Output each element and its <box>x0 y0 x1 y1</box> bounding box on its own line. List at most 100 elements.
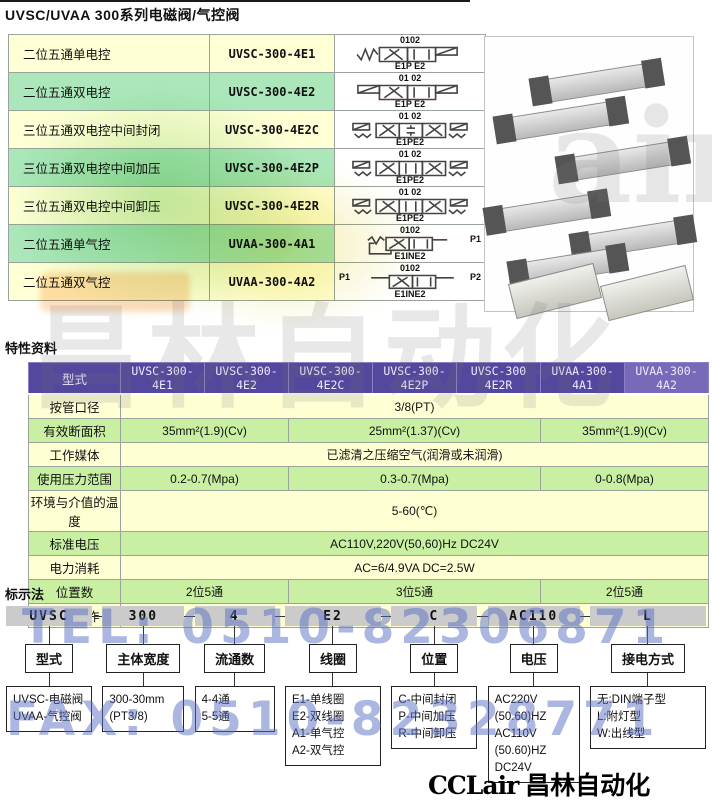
spec-row-label: 电力消耗 <box>28 555 121 580</box>
table-row: 二位五通单电控 UVSC-300-4E1 0102 E1P E2 <box>8 34 486 73</box>
spec-value: 0.3-0.7(Mpa) <box>288 466 541 491</box>
code-column-voltage: AC110 电压 AC220V (50.60)HZ AC110V (50.60)… <box>487 606 580 783</box>
spec-row: 标准电压 AC110V,220V(50,60)Hz DC24V <box>28 531 709 556</box>
spec-row-label: 按管口径 <box>28 393 121 419</box>
valve-type-label: 二位五通单电控 <box>23 48 111 62</box>
code-label: 电压 <box>509 644 558 673</box>
model-code-diagram: UVSC 型式 UVSC-电磁阀 UVAA-气控阀 300 主体宽度 300-3… <box>6 606 706 783</box>
spec-row: 使用压力范围 0.2-0.7(Mpa) 0.3-0.7(Mpa) 0-0.8(M… <box>28 466 709 491</box>
valve-photo <box>599 264 695 322</box>
code-label: 接电方式 <box>610 644 685 673</box>
symbol-port-top: 01 02 <box>398 73 422 83</box>
code-desc: 4-4通 5-5通 <box>194 686 275 732</box>
brand-latin: CCLair <box>428 771 519 800</box>
valve-photo <box>499 99 623 143</box>
spec-row: 环境与介值的温度 5-60(℃) <box>28 490 709 532</box>
code-value: L <box>589 606 706 626</box>
table-row: 二位五通双气控 UVAA-300-4A2 0102 E1INE2 P1 P2 <box>8 262 486 301</box>
spec-row: 工作媒体 已滤清之压缩空气(润滑或未润滑) <box>28 442 709 467</box>
spec-value: 0-0.8(Mpa) <box>540 466 709 491</box>
spec-header-cell: UVSC-300 4E2R <box>456 362 541 395</box>
spec-row-label: 环境与介值的温度 <box>28 490 121 532</box>
code-desc: E1-单线圈 E2-双线圈 A1-单气控 A2-双气控 <box>284 686 381 766</box>
model-number: UVAA-300-4A2 <box>228 274 316 289</box>
code-section-title: 标示法 <box>5 587 45 602</box>
valve-type-label: 三位五通双电控中间加压 <box>23 162 161 176</box>
symbol-port-top: 01 02 <box>398 149 422 159</box>
symbol-port-top: 01 02 <box>398 111 422 121</box>
code-label: 主体宽度 <box>106 644 181 673</box>
code-column-flow-number: 4 流通数 4-4通 5-5通 <box>194 606 275 732</box>
model-number: UVSC-300-4E2C <box>225 122 319 137</box>
spec-header-cell: 型式 <box>28 362 121 395</box>
spec-header-row: 型式 UVSC-300-4E1 UVSC-300-4E2 UVSC-300-4E… <box>28 362 709 395</box>
code-value: E2 <box>284 606 381 626</box>
code-value: AC110 <box>487 606 580 626</box>
valve-type-label: 三位五通双电控中间封闭 <box>23 124 161 138</box>
code-desc: UVSC-电磁阀 UVAA-气控阀 <box>6 686 92 732</box>
spec-header-cell: UVSC-300-4E1 <box>120 362 205 395</box>
code-desc: 无:DIN端子型 L:附灯型 W:出线型 <box>589 686 706 749</box>
model-number: UVSC-300-4E2R <box>225 198 319 213</box>
spec-value: 2位5通 <box>120 579 289 604</box>
spec-value: AC110V,220V(50,60)Hz DC24V <box>120 531 709 556</box>
code-column-coil: E2 线圈 E1-单线圈 E2-双线圈 A1-单气控 A2-双气控 <box>284 606 381 766</box>
spec-value: 35mm²(1.9)(Cv) <box>120 418 289 443</box>
spec-value: 0.2-0.7(Mpa) <box>120 466 289 491</box>
spec-value: 3位5通 <box>288 579 541 604</box>
spec-row-label: 有效断面积 <box>28 418 121 443</box>
code-label: 线圈 <box>308 644 357 673</box>
spec-row: 电力消耗 AC=6/4.9VA DC=2.5W <box>28 555 709 580</box>
code-desc: AC220V (50.60)HZ AC110V (50.60)HZ DC24V <box>487 686 580 783</box>
spec-row: 位置数 2位5通 3位5通 2位5通 <box>28 579 709 604</box>
valve-symbol-double-solenoid: 01 02 E1P E2 <box>335 73 485 110</box>
spec-value: 25mm²(1.37)(Cv) <box>288 418 541 443</box>
top-border-line <box>0 0 470 2</box>
symbol-port-bottom: E1PE2 <box>395 137 425 147</box>
code-value: 4 <box>194 606 275 626</box>
valve-symbol-three-position: 01 02 E1PE2 <box>335 149 485 186</box>
valve-type-label: 二位五通双气控 <box>23 276 111 290</box>
table-row: 二位五通单气控 UVAA-300-4A1 0102 E1INE2 P1 <box>8 224 486 263</box>
table-row: 二位五通双电控 UVSC-300-4E2 01 02 E1P E2 <box>8 72 486 111</box>
code-value: UVSC <box>6 606 92 626</box>
page-title: UVSC/UVAA 300系列电磁阀/气控阀 <box>5 7 241 23</box>
product-photos-panel <box>484 36 695 322</box>
spec-header-cell: UVSC-300-4E2C <box>288 362 373 395</box>
symbol-port-right: P1 <box>469 234 481 244</box>
code-label: 型式 <box>24 644 73 673</box>
valve-symbol-single-air-pilot: 0102 E1INE2 P1 <box>335 225 485 262</box>
spec-value: 5-60(℃) <box>120 490 709 532</box>
spec-value: 2位5通 <box>540 579 709 604</box>
spec-row-label: 工作媒体 <box>28 442 121 467</box>
valve-symbol-three-position: 01 02 E1PE2 <box>335 187 485 224</box>
spec-table: 型式 UVSC-300-4E1 UVSC-300-4E2 UVSC-300-4E… <box>28 362 709 628</box>
symbol-port-top: 0102 <box>399 35 421 45</box>
valve-symbol-three-position: 01 02 E1PE2 <box>335 111 485 148</box>
model-number: UVAA-300-4A1 <box>228 236 316 251</box>
valve-type-label: 二位五通双电控 <box>23 86 111 100</box>
valve-symbol-single-solenoid: 0102 E1P E2 <box>335 35 485 72</box>
spec-row: 有效断面积 35mm²(1.9)(Cv) 25mm²(1.37)(Cv) 35m… <box>28 418 709 443</box>
code-desc: C-中间封闭 P-中间加压 R-中间卸压 <box>391 686 478 749</box>
valve-photo <box>489 192 605 234</box>
valve-type-label: 二位五通单气控 <box>23 238 111 252</box>
code-label: 位置 <box>410 644 459 673</box>
spec-value: 已滤清之压缩空气(润滑或未润滑) <box>120 442 709 467</box>
spec-value: 3/8(PT) <box>120 393 709 419</box>
spec-section-title: 特性资料 <box>5 341 58 356</box>
brand-logo: CCLair 昌林自动化 <box>428 766 650 802</box>
model-number: UVSC-300-4E1 <box>228 46 316 61</box>
code-column-type: UVSC 型式 UVSC-电磁阀 UVAA-气控阀 <box>6 606 92 732</box>
valve-photo <box>561 139 685 183</box>
spec-row-label: 使用压力范围 <box>28 466 121 491</box>
spec-value: 35mm²(1.9)(Cv) <box>540 418 709 443</box>
symbol-port-right: P2 <box>469 272 481 282</box>
table-row: 三位五通双电控中间封闭 UVSC-300-4E2C 01 02 E1PE2 <box>8 110 486 149</box>
spec-header-cell: UVAA-300-4A2 <box>624 362 709 395</box>
spec-value: AC=6/4.9VA DC=2.5W <box>120 555 709 580</box>
brand-chinese: 昌林自动化 <box>525 772 651 800</box>
valve-symbol-double-air-pilot: 0102 E1INE2 P1 P2 <box>335 263 485 300</box>
model-number: UVSC-300-4E2P <box>225 160 319 175</box>
spec-row-label: 标准电压 <box>28 531 121 556</box>
